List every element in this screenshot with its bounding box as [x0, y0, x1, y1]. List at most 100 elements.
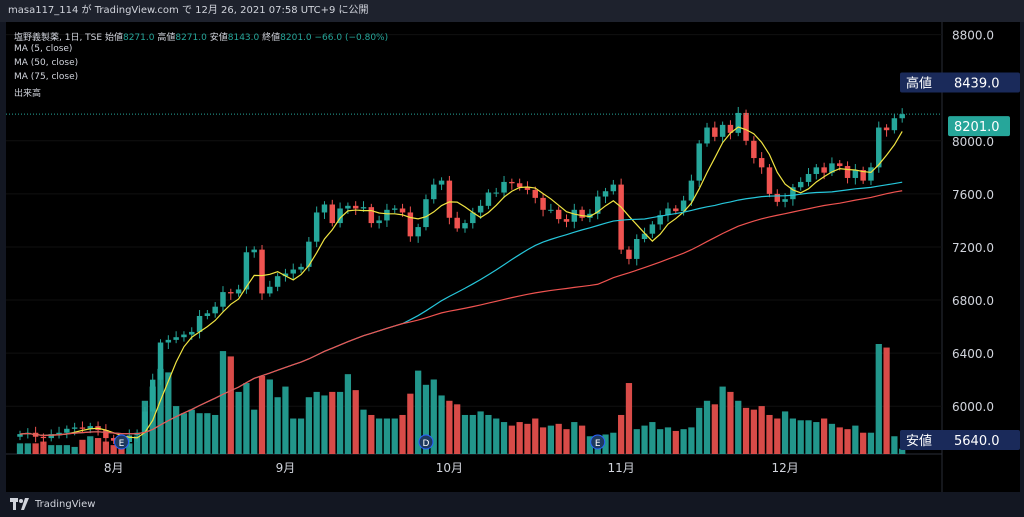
candle-body[interactable] — [40, 436, 47, 439]
volume-bar[interactable] — [313, 391, 320, 454]
volume-bar[interactable] — [742, 407, 750, 454]
candle-body[interactable] — [876, 127, 882, 168]
candle-body[interactable] — [524, 187, 531, 190]
candle-body[interactable] — [438, 180, 445, 185]
volume-bar[interactable] — [407, 393, 414, 454]
volume-bar[interactable] — [758, 406, 765, 454]
volume-bar[interactable] — [196, 413, 203, 454]
candle-body[interactable] — [594, 196, 601, 214]
volume-bar[interactable] — [680, 429, 687, 454]
volume-bar[interactable] — [274, 397, 281, 454]
volume-bar[interactable] — [844, 429, 851, 454]
volume-bar[interactable] — [251, 409, 258, 454]
volume-bar[interactable] — [16, 443, 24, 454]
candle-body[interactable] — [673, 208, 679, 212]
event-marker[interactable] — [418, 434, 434, 450]
candle-body[interactable] — [657, 215, 663, 225]
volume-bar[interactable] — [188, 409, 195, 454]
volume-bar[interactable] — [219, 351, 227, 454]
candle-body[interactable] — [555, 209, 562, 220]
volume-bar[interactable] — [79, 439, 86, 454]
volume-bar[interactable] — [336, 391, 344, 454]
candle-body[interactable] — [626, 249, 632, 259]
volume-bar[interactable] — [524, 423, 531, 454]
candle-body[interactable] — [899, 114, 905, 119]
volume-bar[interactable] — [688, 427, 695, 454]
candle-body[interactable] — [87, 426, 93, 429]
candle-body[interactable] — [313, 212, 320, 242]
candle-body[interactable] — [48, 434, 54, 439]
volume-bar[interactable] — [63, 445, 70, 454]
candle-body[interactable] — [282, 273, 289, 277]
volume-bar[interactable] — [571, 422, 578, 454]
candle-body[interactable] — [446, 180, 453, 218]
candle-body[interactable] — [501, 181, 507, 193]
candle-body[interactable] — [306, 241, 312, 267]
volume-bar[interactable] — [180, 413, 188, 454]
candle-body[interactable] — [602, 191, 609, 197]
volume-bar[interactable] — [657, 429, 664, 454]
volume-bar[interactable] — [852, 425, 859, 454]
candle-body[interactable] — [821, 167, 827, 173]
volume-bar[interactable] — [672, 430, 679, 454]
volume-bar[interactable] — [360, 409, 367, 454]
candle-body[interactable] — [649, 224, 656, 234]
volume-bar[interactable] — [102, 441, 109, 454]
candle-body[interactable] — [64, 428, 70, 433]
candle-body[interactable] — [79, 427, 86, 429]
volume-bar[interactable] — [126, 443, 133, 454]
candle-body[interactable] — [704, 127, 710, 144]
candle-body[interactable] — [56, 432, 62, 435]
candle-body[interactable] — [696, 143, 702, 181]
candle-body[interactable] — [228, 292, 234, 294]
candle-body[interactable] — [548, 209, 554, 211]
volume-bar[interactable] — [547, 425, 554, 454]
candle-body[interactable] — [563, 219, 570, 222]
candle-body[interactable] — [212, 306, 218, 314]
volume-bar[interactable] — [454, 404, 461, 454]
volume-bar[interactable] — [165, 372, 172, 454]
volume-legend[interactable]: 出来高 — [14, 89, 42, 99]
volume-bar[interactable] — [516, 422, 523, 454]
tradingview-logo[interactable]: TradingView — [10, 498, 95, 510]
volume-bar[interactable] — [485, 414, 492, 454]
volume-bar[interactable] — [422, 384, 430, 454]
volume-bar[interactable] — [789, 418, 797, 454]
volume-bar[interactable] — [391, 418, 398, 454]
candle-body[interactable] — [251, 249, 257, 253]
candle-body[interactable] — [431, 184, 437, 200]
candle-body[interactable] — [243, 252, 250, 290]
candle-body[interactable] — [126, 435, 133, 443]
volume-bar[interactable] — [602, 434, 609, 454]
candle-body[interactable] — [665, 208, 671, 216]
candle-body[interactable] — [337, 208, 343, 224]
candle-body[interactable] — [259, 249, 265, 294]
candle-body[interactable] — [751, 140, 757, 159]
volume-bar[interactable] — [461, 414, 469, 454]
volume-bar[interactable] — [477, 411, 484, 454]
candle-body[interactable] — [110, 438, 117, 441]
volume-bar[interactable] — [469, 414, 476, 454]
volume-bar[interactable] — [836, 427, 843, 454]
volume-bar[interactable] — [415, 370, 422, 454]
volume-bar[interactable] — [243, 383, 250, 454]
volume-bar[interactable] — [133, 436, 141, 454]
volume-bar[interactable] — [821, 418, 828, 454]
candle-body[interactable] — [797, 181, 804, 188]
volume-bar[interactable] — [87, 436, 94, 454]
volume-bar[interactable] — [563, 429, 570, 454]
candle-body[interactable] — [165, 339, 172, 343]
candle-body[interactable] — [392, 208, 398, 210]
volume-bar[interactable] — [329, 391, 336, 454]
volume-bar[interactable] — [32, 443, 39, 454]
candle-body[interactable] — [399, 208, 406, 213]
volume-bar[interactable] — [493, 418, 500, 454]
candle-body[interactable] — [274, 276, 281, 287]
volume-bar[interactable] — [711, 404, 718, 454]
volume-bar[interactable] — [696, 407, 703, 454]
candle-body[interactable] — [766, 167, 773, 194]
candle-body[interactable] — [860, 170, 866, 181]
candle-body[interactable] — [196, 315, 203, 332]
ma50-legend[interactable]: MA (50, close) — [14, 58, 79, 68]
candle-body[interactable] — [618, 184, 624, 250]
